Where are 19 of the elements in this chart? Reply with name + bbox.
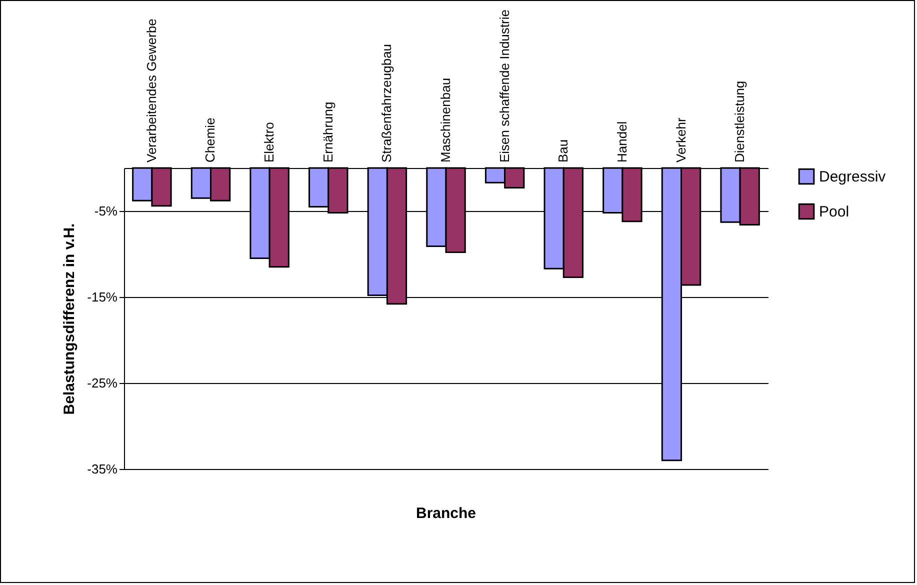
x-tick-label: Verarbeitendes Gewerbe	[144, 18, 159, 162]
x-tick-label: Eisen schaffende Industrie	[496, 10, 512, 162]
x-tick-label: Bau	[556, 139, 571, 162]
y-tick-label: -25%	[87, 376, 118, 390]
y-tick-label: -35%	[87, 462, 118, 476]
y-tick-label: -5%	[94, 204, 118, 218]
x-tick-label: Verkehr	[673, 117, 688, 162]
x-tick-label: Maschinenbau	[438, 78, 453, 162]
y-tick-label: -15%	[87, 290, 118, 304]
x-tick-label: Ernährung	[320, 102, 336, 162]
y-axis-title: Belastungsdifferenz in v.H.	[61, 223, 78, 415]
x-tick-label: Straßenfahrzeugbau	[379, 44, 394, 162]
x-tick-label: Handel	[614, 121, 630, 162]
x-tick-label: Elektro	[262, 122, 277, 162]
legend-label: Degressiv	[819, 168, 886, 186]
legend-label: Pool	[819, 204, 850, 220]
x-tick-label: Chemie	[202, 118, 218, 162]
x-tick-label: Dienstleistung	[732, 80, 748, 162]
x-axis-title: Branche	[416, 505, 476, 522]
